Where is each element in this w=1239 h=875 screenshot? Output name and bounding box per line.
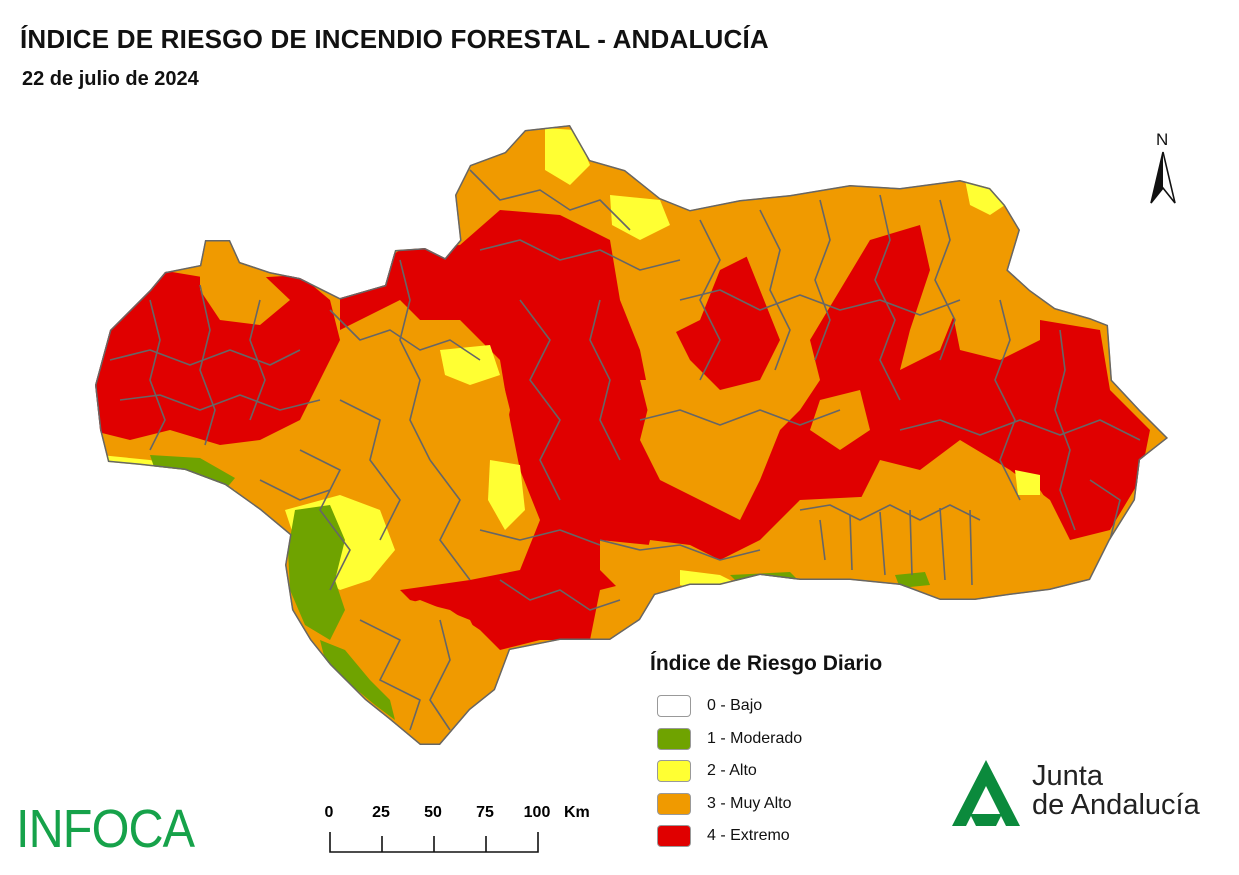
map-title: ÍNDICE DE RIESGO DE INCENDIO FORESTAL - … — [20, 24, 769, 54]
legend-title: Índice de Riesgo Diario — [650, 652, 883, 675]
north-arrow-icon — [1150, 151, 1176, 204]
scale-unit: Km — [564, 804, 590, 821]
scale-tick-label: 75 — [476, 804, 494, 821]
legend-swatch-bajo — [657, 695, 691, 718]
scale-tick-label: 0 — [325, 804, 334, 821]
map-date: 22 de julio de 2024 — [22, 68, 199, 90]
legend-label: 1 - Moderado — [707, 729, 803, 747]
legend-swatch-muy-alto — [657, 792, 691, 815]
junta-andalucia-logo-icon — [952, 760, 1020, 826]
legend-item: 1 - Moderado — [650, 723, 882, 756]
scale-tick-label: 50 — [424, 804, 442, 821]
scale-tick-label: 100 — [524, 804, 551, 821]
legend-label: 3 - Muy Alto — [707, 794, 792, 812]
legend-item: 2 - Alto — [650, 755, 882, 788]
legend-item: 3 - Muy Alto — [650, 788, 882, 821]
legend-label: 2 - Alto — [707, 762, 757, 780]
andalucia-line: de Andalucía — [1032, 789, 1200, 821]
north-label: N — [1156, 130, 1169, 149]
junta-andalucia-text: Junta de Andalucía — [1032, 762, 1200, 820]
infoca-logo: INFOCA — [16, 799, 195, 859]
legend-label: 4 - Extremo — [707, 827, 790, 845]
junta-line: Junta — [1032, 760, 1103, 792]
legend-swatch-alto — [657, 760, 691, 783]
legend-swatch-moderado — [657, 727, 691, 750]
scale-bar: 0 25 50 75 100 Km — [325, 804, 590, 853]
legend-swatch-extremo — [657, 825, 691, 848]
scale-tick-label: 25 — [372, 804, 390, 821]
legend-item: 0 - Bajo — [650, 690, 882, 723]
legend-item: 4 - Extremo — [650, 820, 882, 853]
legend: Índice de Riesgo Diario 0 - Bajo 1 - Mod… — [650, 652, 882, 853]
legend-label: 0 - Bajo — [707, 697, 763, 715]
